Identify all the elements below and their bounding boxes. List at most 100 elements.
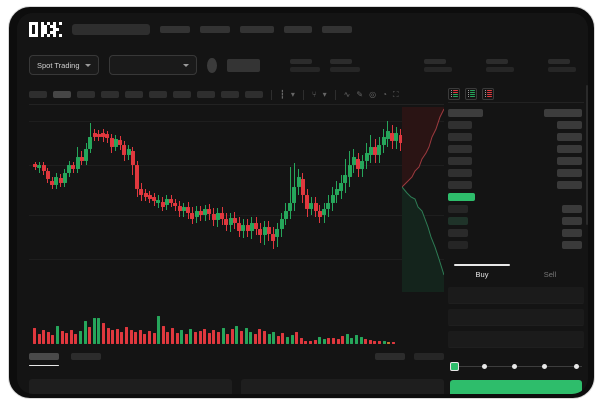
trading-mode-label: Spot Trading [37, 60, 80, 70]
clock-icon[interactable]: ◔ [382, 89, 387, 99]
top-navigation-bar [17, 13, 588, 46]
indicators-icon[interactable]: ⑂ [311, 89, 317, 99]
slider-stop-50[interactable] [512, 363, 517, 369]
orderbook-row-left [448, 157, 472, 165]
orderbook-row[interactable] [448, 217, 584, 225]
volume-bar [111, 330, 115, 344]
price-chart-panel[interactable] [29, 107, 444, 347]
nav-item-5[interactable] [322, 26, 352, 33]
volume-bar [355, 335, 358, 344]
volume-bar [184, 334, 188, 344]
lower-action-2[interactable] [414, 353, 444, 360]
coin-avatar [207, 57, 217, 73]
toolbar-divider-2 [302, 89, 304, 100]
volume-bar [272, 332, 276, 344]
orderbook-row[interactable] [448, 109, 584, 117]
tf-6[interactable] [149, 91, 167, 98]
fullscreen-icon[interactable]: ⛶ [392, 89, 399, 99]
volume-bar [368, 340, 372, 344]
tf-7[interactable] [173, 91, 191, 98]
tf-3[interactable] [77, 91, 95, 98]
orderbook-row[interactable] [448, 145, 584, 153]
orderbook-view-toggles [448, 85, 584, 103]
tab-sell[interactable]: Sell [516, 266, 584, 282]
magnet-icon[interactable]: ◎ [369, 89, 377, 99]
volume-bar [166, 332, 170, 344]
lower-action-1[interactable] [375, 353, 405, 360]
volume-bar [221, 328, 225, 344]
tf-5[interactable] [125, 91, 143, 98]
bottom-panel-right[interactable] [241, 379, 444, 394]
orderbook-view-bids-icon[interactable] [465, 87, 477, 100]
candle-chart-type-icon[interactable]: ┇ [280, 89, 285, 99]
tf-8[interactable] [197, 91, 215, 98]
line-tool-icon[interactable]: ∿ [343, 89, 351, 99]
nav-item-1[interactable] [160, 26, 190, 33]
orderbook-row-left [448, 133, 472, 141]
slider-handle[interactable] [450, 362, 459, 371]
market-stat-3 [423, 58, 452, 72]
orderbook-trade-column: Buy Sell [448, 85, 584, 394]
volume-bar [69, 330, 73, 344]
candlestick-series [29, 107, 444, 292]
place-buy-order-button[interactable] [450, 380, 582, 394]
volume-bar [180, 330, 184, 344]
slider-stop-100[interactable] [574, 363, 579, 369]
orderbook-row[interactable] [448, 181, 584, 189]
orderbook-view-asks-icon[interactable] [482, 87, 494, 100]
volume-bar [235, 326, 239, 344]
orderbook-view-both-icon[interactable] [448, 87, 460, 100]
order-amount-field[interactable] [448, 309, 584, 326]
volume-bar [391, 342, 395, 344]
orderbook-row[interactable] [448, 121, 584, 129]
gridline-2 [29, 215, 444, 216]
gridline-3 [29, 259, 444, 260]
orderbook-row[interactable] [448, 133, 584, 141]
orderbook-row[interactable] [448, 205, 584, 213]
pencil-draw-icon[interactable]: ✎ [356, 89, 364, 99]
order-amount-slider[interactable] [450, 362, 582, 372]
chevron-down-icon-2[interactable]: ▾ [322, 89, 327, 99]
trading-mode-select[interactable]: Spot Trading [29, 55, 99, 75]
orderbook-row[interactable] [448, 169, 584, 177]
slider-track [454, 366, 582, 367]
nav-item-4[interactable] [284, 26, 312, 33]
orderbook-row[interactable] [448, 241, 584, 249]
orderbook-row[interactable] [448, 229, 584, 237]
nav-item-2[interactable] [200, 26, 230, 33]
volume-bar [148, 331, 151, 344]
tab-buy[interactable]: Buy [448, 264, 516, 282]
tf-10[interactable] [245, 91, 263, 98]
lower-tab-open-orders[interactable] [29, 353, 59, 366]
volume-bar [345, 334, 349, 344]
volume-bar [212, 330, 216, 344]
volume-bar [97, 318, 101, 344]
nav-search-placeholder[interactable] [72, 24, 150, 35]
volume-bar [318, 337, 322, 344]
okx-logo[interactable] [29, 22, 62, 37]
nav-item-3[interactable] [240, 26, 274, 33]
lower-tab-order-history[interactable] [71, 353, 101, 360]
orderbook-scrollbar[interactable] [586, 85, 588, 225]
orderbook-row[interactable] [448, 157, 584, 165]
slider-stop-25[interactable] [482, 363, 487, 369]
tf-9[interactable] [221, 91, 239, 98]
order-total-field[interactable] [448, 331, 584, 348]
orderbook-row-left [448, 193, 475, 201]
bottom-panel-left[interactable] [29, 379, 232, 394]
volume-bar [281, 333, 285, 344]
volume-bar [33, 328, 36, 344]
lower-tab-bar [29, 353, 444, 369]
depth-chart-overlay [402, 107, 444, 292]
order-price-field[interactable] [448, 287, 584, 304]
orderbook-mid-price-row[interactable] [448, 193, 584, 201]
tf-4[interactable] [101, 91, 119, 98]
tf-1[interactable] [29, 91, 47, 98]
chevron-down-icon[interactable]: ▾ [290, 89, 295, 99]
trading-pair-select[interactable] [108, 55, 198, 75]
volume-bar [373, 341, 377, 344]
orderbook-rows[interactable] [448, 109, 584, 279]
slider-stop-75[interactable] [542, 363, 547, 369]
chevron-down-icon [84, 63, 91, 67]
tf-2[interactable] [53, 91, 71, 98]
